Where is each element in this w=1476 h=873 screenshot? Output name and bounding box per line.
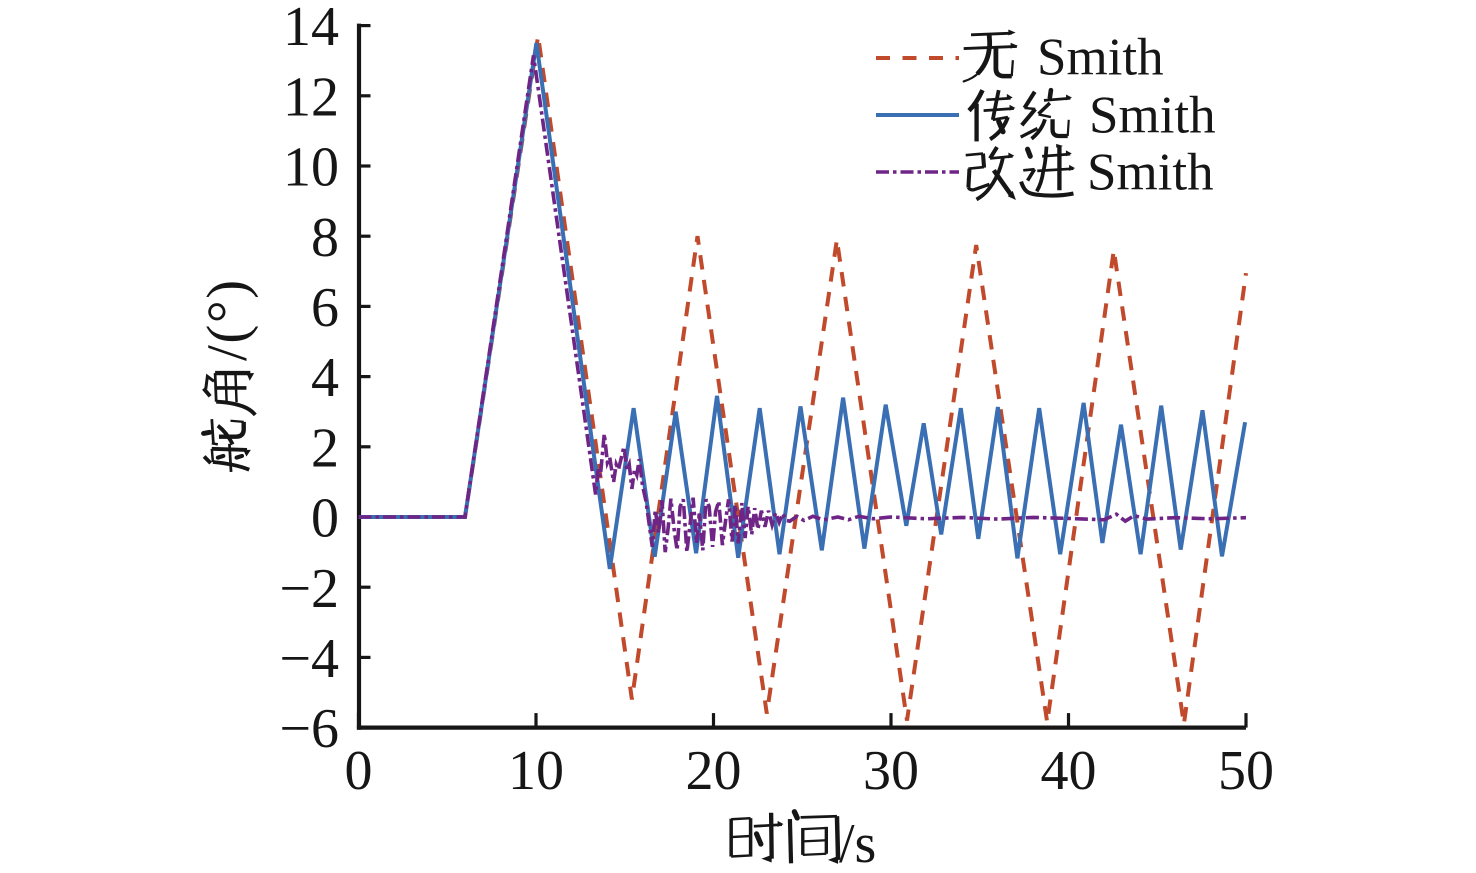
svg-text:−2: −2 [279, 558, 339, 620]
svg-text:12: 12 [283, 66, 339, 128]
svg-text:0: 0 [345, 740, 373, 802]
svg-text:Smith: Smith [1087, 143, 1214, 201]
svg-text:10: 10 [508, 740, 564, 802]
svg-text:50: 50 [1218, 740, 1274, 802]
svg-text:/(°): /(°) [196, 278, 259, 361]
svg-text:20: 20 [686, 740, 742, 802]
svg-text:−4: −4 [279, 628, 339, 690]
svg-text:2: 2 [311, 417, 339, 479]
svg-text:14: 14 [283, 0, 339, 58]
svg-text:10: 10 [283, 137, 339, 199]
svg-text:30: 30 [863, 740, 919, 802]
svg-text:6: 6 [311, 277, 339, 339]
svg-text:Smith: Smith [1037, 29, 1164, 87]
svg-text:Smith: Smith [1089, 86, 1216, 144]
svg-text:0: 0 [311, 488, 339, 550]
svg-text:4: 4 [311, 347, 339, 409]
svg-text:8: 8 [311, 207, 339, 269]
svg-text:40: 40 [1041, 740, 1097, 802]
svg-text:−6: −6 [279, 698, 339, 760]
svg-text:/s: /s [839, 813, 876, 873]
